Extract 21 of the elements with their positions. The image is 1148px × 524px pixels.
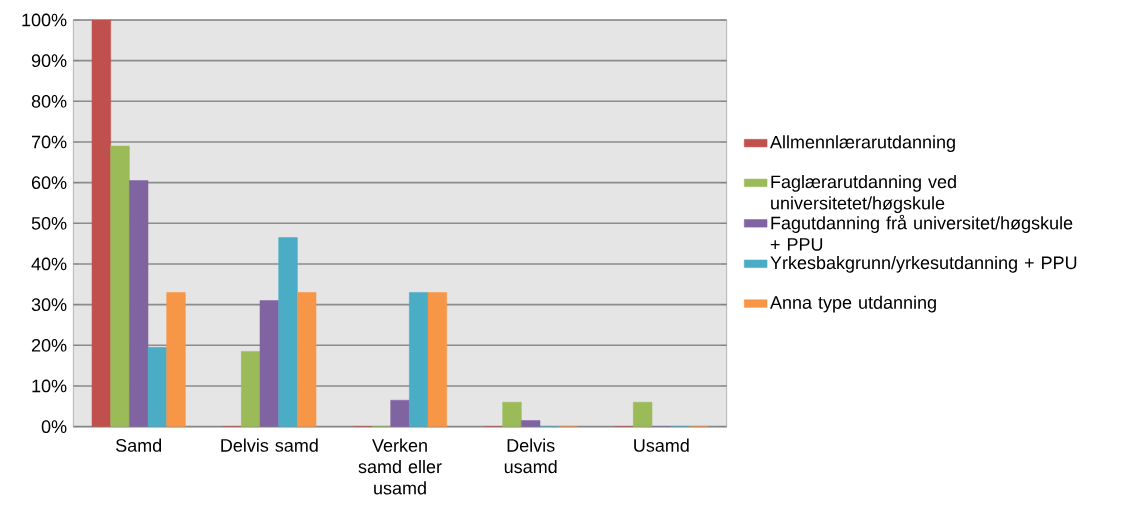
legend-label: Anna type utdanning — [770, 295, 936, 313]
y-tick-label: 90% — [31, 54, 67, 68]
legend-label: Allmennlærarutdanning — [770, 135, 955, 153]
y-tick-label: 100% — [22, 13, 67, 27]
legend-label: Fagutdanning frå universitet/høgskule + PPU — [770, 214, 1073, 251]
y-tick-label: 30% — [31, 298, 67, 312]
y-tick-label: 20% — [31, 338, 67, 352]
x-tick-label: Delvis samd — [221, 438, 318, 452]
legend-label: Faglærarutdanning ved universitetet/høgskule — [771, 174, 956, 214]
legend-label: Yrkesbakgrunn/yrkesutdanning + PPU — [770, 255, 1077, 273]
x-tick-label: Usamd — [634, 438, 689, 452]
y-tick-label: 50% — [31, 216, 67, 230]
x-tick-label: Delvis usamd — [504, 438, 557, 474]
y-tick-label: 0% — [41, 420, 67, 434]
x-tick-label: Verken samd eller usamd — [358, 438, 442, 495]
y-tick-label: 40% — [31, 257, 67, 271]
y-tick-label: 10% — [32, 379, 67, 393]
y-tick-label: 70% — [31, 135, 67, 149]
y-tick-label: 60% — [31, 176, 67, 190]
x-tick-label: Samd — [115, 438, 162, 452]
y-tick-label: 80% — [31, 94, 67, 108]
